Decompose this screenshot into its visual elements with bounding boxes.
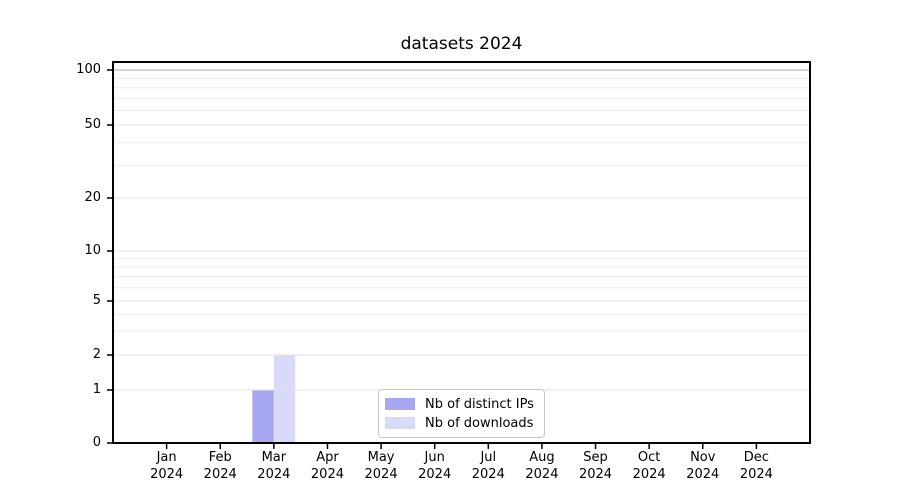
legend-swatch-downloads xyxy=(385,417,415,429)
legend-swatch-distinct-ips xyxy=(385,398,415,410)
chart-title: datasets 2024 xyxy=(400,34,523,54)
legend: Nb of distinct IPs Nb of downloads xyxy=(378,389,545,438)
legend-label-downloads: Nb of downloads xyxy=(425,415,534,431)
legend-item-downloads: Nb of downloads xyxy=(385,414,536,432)
bar-nb-of-distinct-ips-mar xyxy=(252,390,274,443)
legend-label-distinct-ips: Nb of distinct IPs xyxy=(425,396,534,412)
plot-border xyxy=(112,61,811,444)
legend-item-distinct-ips: Nb of distinct IPs xyxy=(385,395,536,413)
bar-nb-of-downloads-mar xyxy=(273,355,296,443)
